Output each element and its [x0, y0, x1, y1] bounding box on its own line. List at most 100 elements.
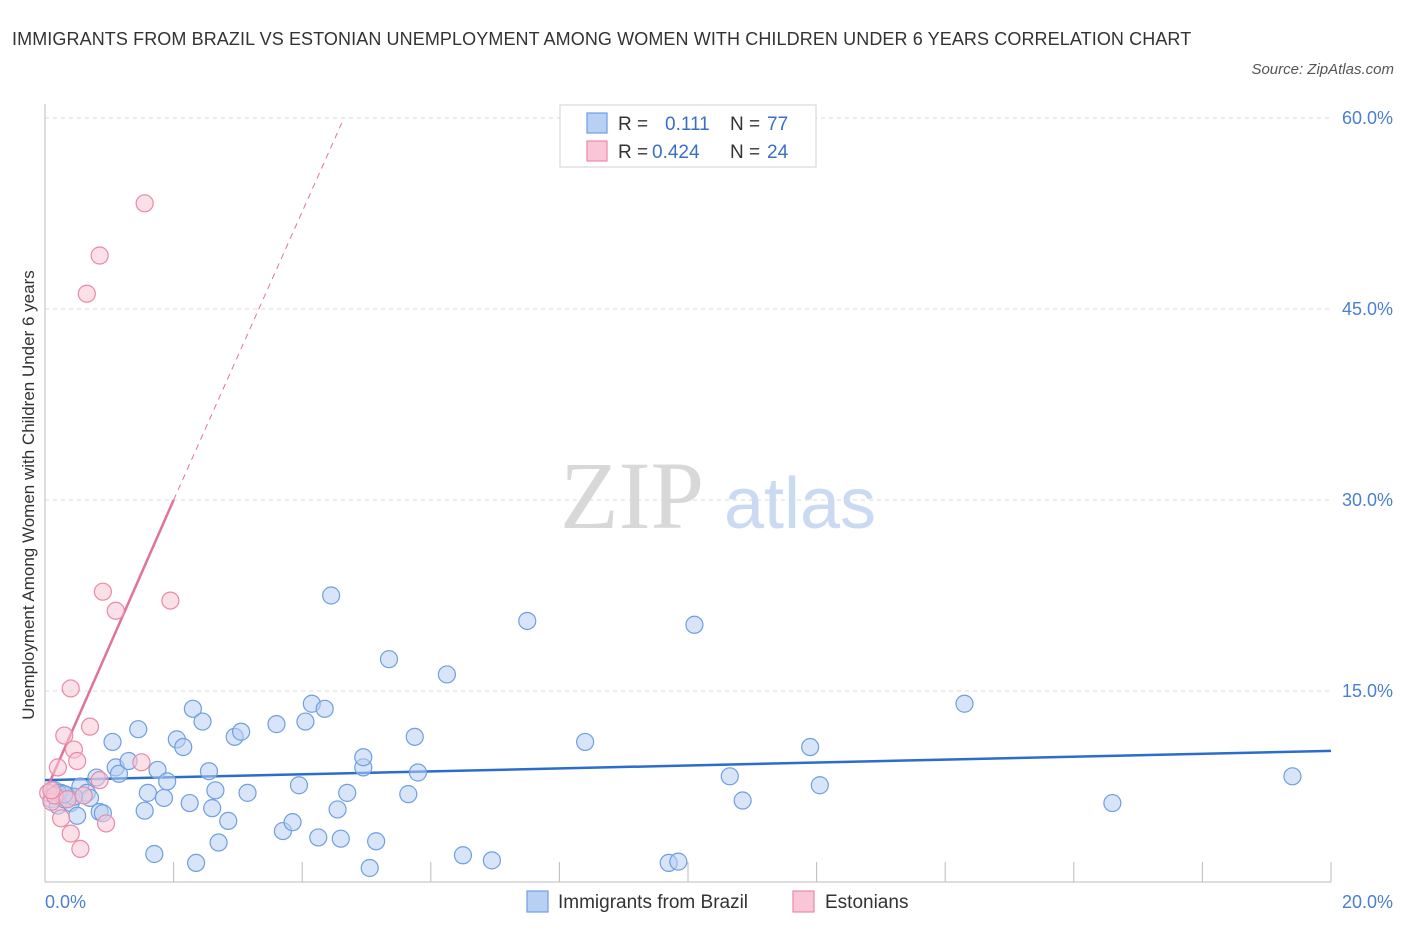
- data-point-brazil: [685, 615, 704, 634]
- data-point-brazil: [354, 748, 373, 767]
- legend-row-estonian: R = 0.424 N = 24: [586, 140, 789, 163]
- data-point-brazil: [158, 772, 177, 791]
- data-point-brazil: [103, 732, 122, 752]
- data-point-brazil: [309, 828, 328, 847]
- trend-line-estonian-extrapolated: [173, 117, 345, 501]
- data-point-brazil: [733, 791, 752, 810]
- data-point-estonian: [80, 717, 100, 736]
- data-point-brazil: [193, 712, 212, 731]
- data-point-brazil: [206, 781, 225, 800]
- data-point-brazil: [518, 611, 537, 631]
- legend-n-label: N =: [730, 114, 760, 135]
- data-point-estonian: [51, 809, 71, 828]
- data-point-brazil: [135, 801, 154, 820]
- bottom-legend-swatch-estonian: [792, 890, 815, 913]
- data-point-brazil: [138, 783, 157, 802]
- legend-n-value: 77: [767, 114, 788, 135]
- data-point-estonian: [58, 790, 77, 809]
- data-point-brazil: [109, 764, 129, 783]
- legend-box: R = 0.111 N = 77 R = 0.424 N = 24: [559, 104, 817, 168]
- data-point-estonian: [90, 771, 109, 790]
- data-point-brazil: [399, 785, 418, 804]
- legend-r-label: R =: [618, 142, 648, 163]
- legend-swatch-brazil: [586, 112, 608, 134]
- legend-row-brazil: R = 0.111 N = 77: [586, 112, 788, 135]
- data-point-brazil: [203, 799, 222, 818]
- data-point-brazil: [183, 699, 202, 718]
- y-axis-label: Unemployment Among Women with Children U…: [19, 270, 38, 719]
- data-point-estonian: [135, 194, 154, 213]
- legend-n-label: N =: [730, 142, 760, 163]
- data-point-estonian: [90, 246, 109, 265]
- data-point-brazil: [322, 586, 341, 605]
- data-point-estonian: [93, 582, 112, 601]
- bottom-legend-swatch-brazil: [526, 890, 549, 913]
- legend-r-value: 0.424: [652, 142, 700, 163]
- data-point-estonian: [96, 814, 116, 833]
- data-point-brazil: [331, 829, 350, 848]
- chart-title: IMMIGRANTS FROM BRAZIL VS ESTONIAN UNEMP…: [12, 29, 1192, 49]
- bottom-legend-label-estonian: Estonians: [825, 892, 908, 913]
- data-point-estonian: [106, 601, 125, 620]
- data-point-brazil: [955, 694, 974, 713]
- legend-r-value: 0.111: [665, 114, 710, 135]
- data-point-brazil: [187, 853, 206, 873]
- data-point-brazil: [360, 858, 379, 878]
- data-point-estonian: [55, 726, 74, 745]
- y-tick-label: 30.0%: [1342, 490, 1393, 510]
- data-point-brazil: [367, 832, 386, 851]
- data-point-estonian: [42, 781, 61, 800]
- data-point-brazil: [145, 844, 164, 864]
- data-point-estonian: [132, 753, 151, 772]
- data-point-brazil: [669, 852, 688, 871]
- data-point-brazil: [482, 851, 501, 870]
- watermark-zip: ZIP: [560, 442, 704, 549]
- data-point-estonian: [161, 591, 180, 610]
- data-point-brazil: [408, 763, 428, 782]
- data-point-brazil: [68, 806, 87, 825]
- data-point-estonian: [61, 824, 80, 843]
- watermark-atlas: atlas: [724, 464, 876, 544]
- x-tick-label: 0.0%: [45, 892, 86, 912]
- data-point-estonian: [74, 786, 93, 805]
- data-point-brazil: [1283, 767, 1302, 786]
- legend-n-value: 24: [767, 142, 789, 163]
- data-point-brazil: [801, 737, 820, 757]
- data-point-brazil: [129, 720, 148, 739]
- data-point-brazil: [199, 762, 219, 781]
- data-point-brazil: [328, 800, 347, 819]
- data-point-brazil: [209, 833, 228, 852]
- data-point-brazil: [379, 650, 399, 669]
- data-point-estonian: [71, 839, 90, 858]
- data-point-brazil: [315, 699, 334, 718]
- y-tick-label: 15.0%: [1342, 681, 1393, 701]
- grid-layer: [45, 117, 1331, 692]
- data-point-brazil: [576, 732, 595, 752]
- data-point-brazil: [810, 776, 829, 795]
- data-point-brazil: [289, 776, 309, 795]
- y-tick-label: 45.0%: [1342, 299, 1393, 319]
- points-layer: [39, 194, 1302, 878]
- legend-swatch-estonian: [586, 140, 608, 162]
- data-point-brazil: [1103, 793, 1122, 813]
- bottom-legend-label-brazil: Immigrants from Brazil: [558, 892, 748, 913]
- trend-line-brazil: [44, 749, 1332, 782]
- data-point-brazil: [238, 783, 257, 802]
- data-point-estonian: [61, 679, 80, 698]
- data-point-estonian: [68, 751, 87, 771]
- source-label: Source: ZipAtlas.com: [1251, 61, 1394, 78]
- bottom-legend: Immigrants from Brazil Estonians: [526, 890, 908, 913]
- axis-layer: [44, 104, 1332, 883]
- data-point-brazil: [283, 813, 302, 832]
- data-point-estonian: [77, 284, 96, 303]
- data-point-brazil: [232, 722, 251, 741]
- data-point-brazil: [154, 788, 174, 808]
- labels-layer: 15.0% 30.0% 45.0% 60.0% 0.0% 20.0%: [45, 108, 1393, 912]
- y-tick-label: 60.0%: [1342, 108, 1393, 128]
- data-point-estonian: [48, 758, 67, 777]
- watermark: ZIP atlas: [560, 442, 876, 549]
- data-point-brazil: [267, 715, 286, 734]
- data-point-brazil: [180, 793, 199, 813]
- data-point-brazil: [720, 767, 739, 786]
